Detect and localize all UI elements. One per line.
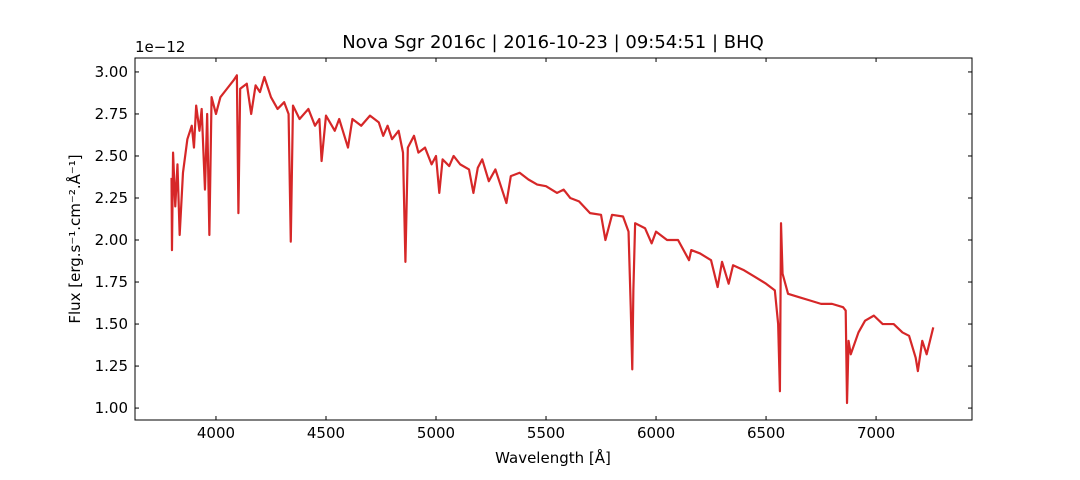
x-tick-label: 6000 <box>637 424 675 442</box>
y-tick-label: 2.50 <box>95 147 128 165</box>
spectrum-line <box>170 74 935 405</box>
y-tick-label: 2.75 <box>95 105 128 123</box>
y-tick-label: 1.50 <box>95 315 128 333</box>
x-axis-label: Wavelength [Å] <box>495 448 611 467</box>
y-tick-label: 3.00 <box>95 63 128 81</box>
x-tick-label: 4500 <box>307 424 345 442</box>
y-tick-label: 1.25 <box>95 357 128 375</box>
y-tick-label: 1.00 <box>95 399 128 417</box>
x-tick-label: 5500 <box>527 424 565 442</box>
y-tick-label: 1.75 <box>95 273 128 291</box>
y-offset-label: 1e−12 <box>135 38 185 56</box>
y-axis-label: Flux [erg.s⁻¹.cm⁻².Å⁻¹] <box>65 154 84 323</box>
plot-frame <box>134 57 973 421</box>
x-tick-label: 5000 <box>417 424 455 442</box>
x-tick-label: 7000 <box>857 424 895 442</box>
chart-title: Nova Sgr 2016c | 2016-10-23 | 09:54:51 |… <box>342 32 764 53</box>
y-tick-label: 2.00 <box>95 231 128 249</box>
x-tick-label: 4000 <box>197 424 235 442</box>
y-tick-label: 2.25 <box>95 189 128 207</box>
x-tick-label: 6500 <box>747 424 785 442</box>
